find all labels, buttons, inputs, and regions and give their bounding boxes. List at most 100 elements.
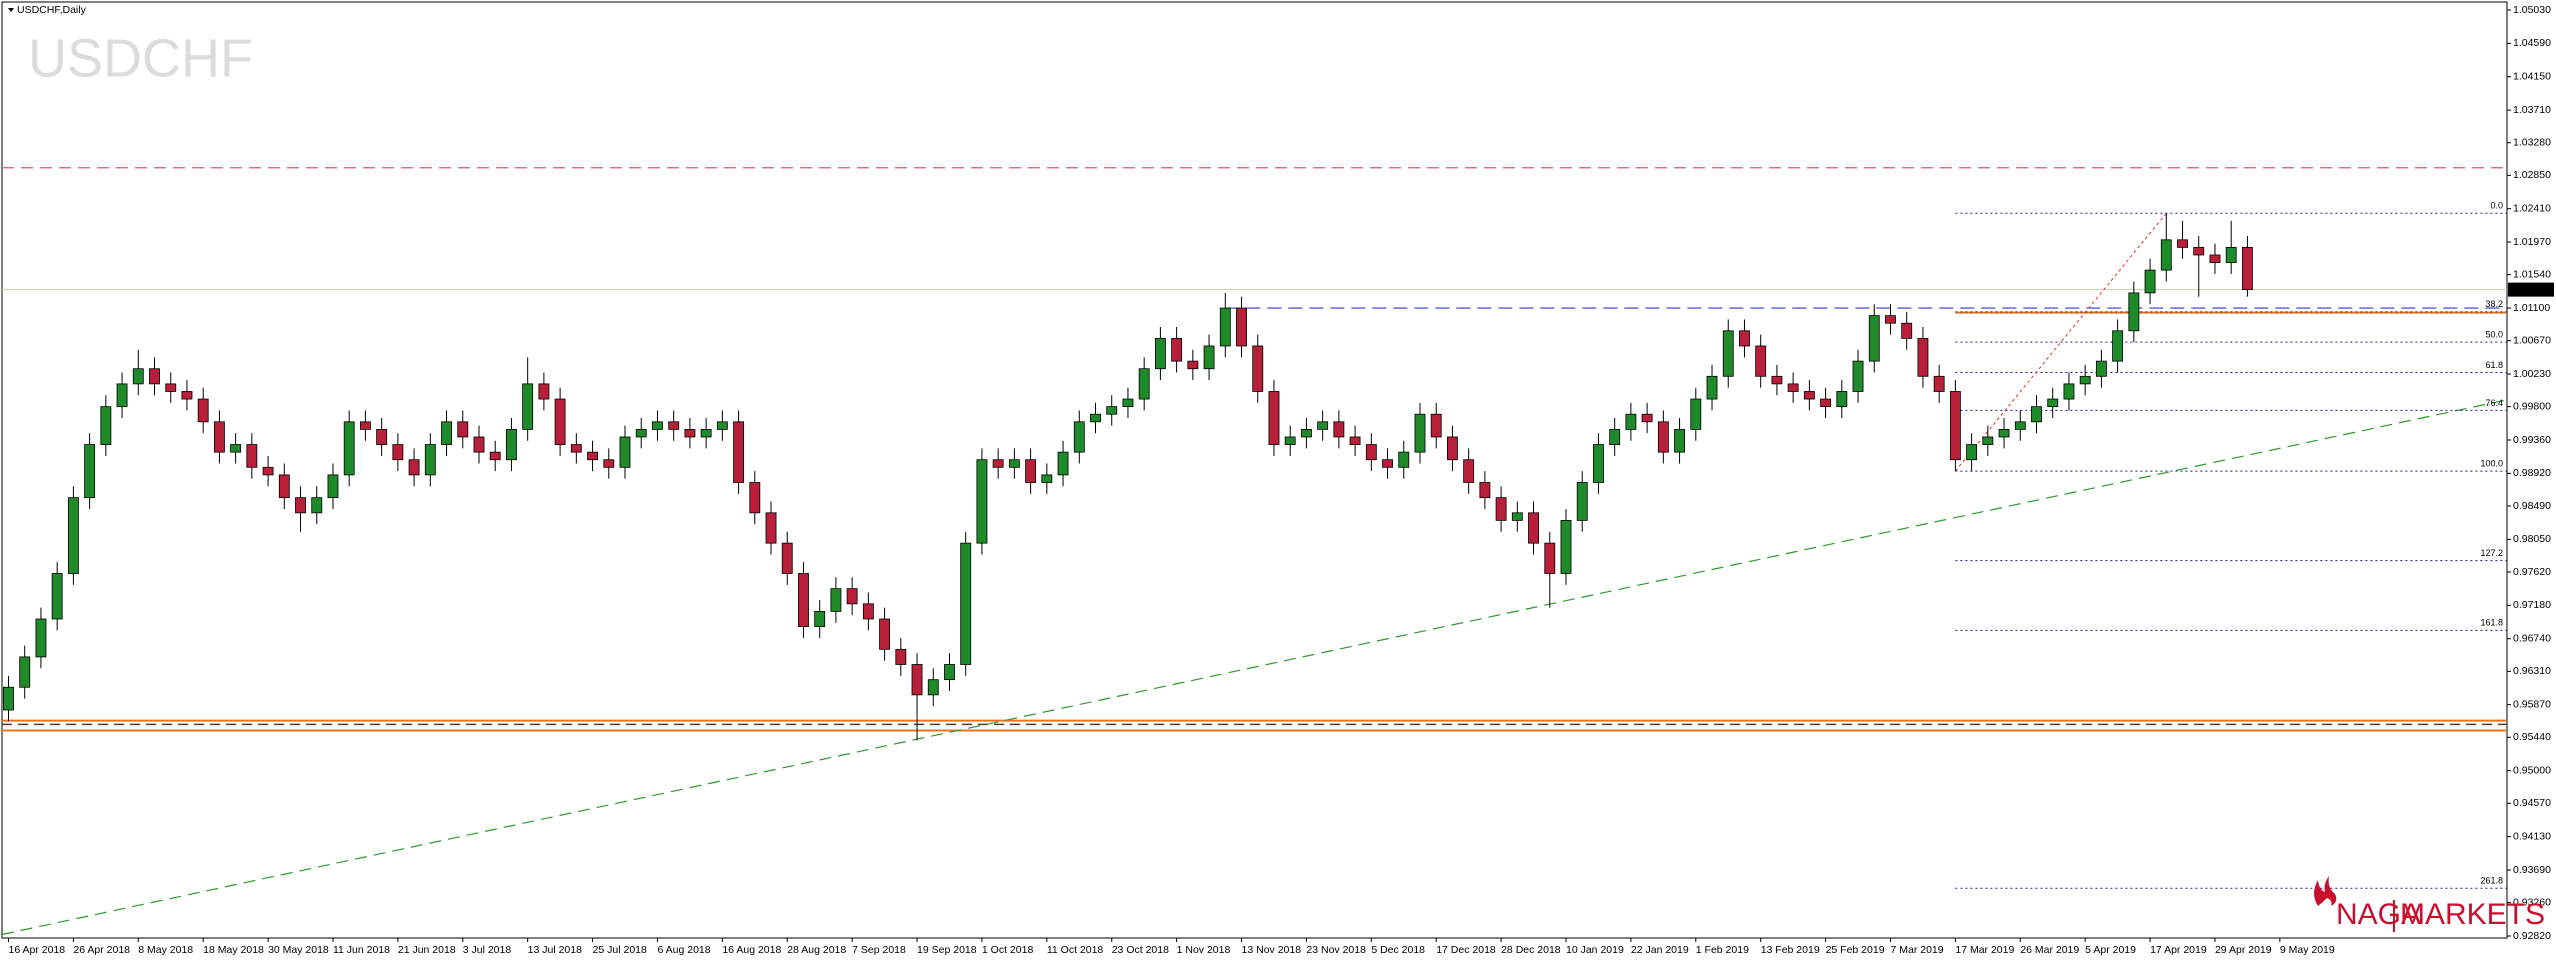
candle-body (1138, 368, 1150, 400)
candle-body (2063, 383, 2075, 400)
candle-body (1852, 360, 1864, 392)
candle-body (473, 436, 485, 453)
candle-body (587, 451, 598, 461)
fib-label: 161.8 (2480, 618, 2503, 628)
y-tick-label: 1.03710 (2513, 104, 2551, 116)
candle-body (1447, 436, 1458, 461)
candle-body (1739, 330, 1750, 347)
candle-body (862, 603, 874, 620)
candle-body (1414, 413, 1426, 453)
fib-label: 0.0 (2490, 201, 2503, 211)
candle-body (927, 679, 939, 696)
candle-body (879, 618, 891, 650)
logo-icon (2314, 876, 2337, 906)
candle-body (960, 542, 972, 665)
candle-body (1187, 360, 1199, 370)
candle-body (1787, 383, 1799, 392)
candle-body (976, 459, 988, 544)
logo-right: MARKETS (2400, 898, 2545, 931)
candle-body (489, 451, 501, 461)
candle-body (230, 444, 242, 453)
candle-body (781, 542, 793, 574)
candle-body (19, 656, 31, 688)
y-tick-label: 1.00230 (2513, 368, 2551, 380)
x-tick-label: 13 Jul 2018 (528, 944, 582, 956)
candle-body (1300, 428, 1312, 438)
candle-body (992, 459, 1004, 468)
candle-body (213, 421, 225, 453)
candle-body (1901, 322, 1913, 339)
candle-body (1625, 413, 1637, 430)
candle-body (1868, 315, 1880, 362)
candle-body (311, 497, 323, 514)
x-tick-label: 11 Jun 2018 (333, 944, 390, 956)
x-tick-label: 11 Oct 2018 (1047, 944, 1104, 956)
x-tick-label: 9 May 2019 (2280, 944, 2335, 956)
x-tick-label: 8 May 2018 (138, 944, 193, 956)
candle-body (84, 444, 96, 499)
candle-body (538, 383, 550, 400)
candle-body (359, 421, 371, 430)
candle-body (1317, 421, 1329, 430)
candle-body (1803, 391, 1815, 400)
fib-label: 261.8 (2480, 876, 2503, 886)
candle-body (1073, 421, 1085, 453)
candle-body (603, 459, 615, 468)
y-tick-label: 0.94130 (2513, 830, 2551, 842)
candle-body (1657, 421, 1669, 453)
fib-label: 38.2 (2485, 299, 2503, 309)
y-tick-label: 0.95440 (2513, 731, 2551, 743)
chart-header: USDCHF,Daily (17, 4, 87, 16)
x-tick-label: 1 Feb 2019 (1696, 944, 1749, 956)
candle-body (1171, 337, 1183, 362)
x-tick-label: 13 Nov 2018 (1242, 944, 1302, 956)
candle-body (376, 428, 388, 445)
candle-body (1641, 413, 1653, 423)
candle-body (327, 474, 339, 499)
candle-body (1365, 444, 1377, 461)
plot-frame (1, 1, 2508, 939)
candle-body (1593, 444, 1604, 483)
logo-left: NAGA (2336, 898, 2421, 931)
candle-body (716, 421, 728, 430)
y-tick-label: 0.99800 (2513, 400, 2551, 412)
fib-label: 50.0 (2485, 330, 2503, 340)
candle-body (1771, 375, 1783, 385)
x-tick-label: 30 May 2018 (268, 944, 329, 956)
candle-body (2225, 246, 2237, 263)
x-tick-label: 17 Apr 2019 (2150, 944, 2207, 956)
x-tick-label: 29 Apr 2019 (2215, 944, 2272, 956)
x-tick-label: 10 Jan 2019 (1566, 944, 1624, 956)
y-tick-label: 0.93260 (2513, 896, 2551, 908)
candle-body (1528, 512, 1539, 544)
x-tick-label: 3 Jul 2018 (463, 944, 512, 956)
candle-body (1430, 413, 1442, 438)
fib-label: 61.8 (2485, 360, 2503, 370)
candle-body (830, 588, 842, 612)
candle-body (246, 444, 258, 468)
y-tick-label: 0.98490 (2513, 500, 2551, 512)
candle-body (506, 428, 517, 461)
candle-body (35, 618, 47, 658)
y-tick-label: 0.95870 (2513, 698, 2551, 710)
candle-body (424, 444, 436, 476)
candle-body (165, 383, 177, 392)
x-tick-label: 7 Mar 2019 (1890, 944, 1943, 956)
candle-body (895, 648, 907, 665)
candle-body (132, 368, 144, 385)
y-tick-label: 1.00670 (2513, 334, 2551, 346)
candle-body (1268, 391, 1280, 445)
candle-body (1949, 391, 1961, 461)
candle-body (1755, 345, 1767, 377)
last-price-label: 1.01343 (2512, 283, 2550, 295)
x-tick-label: 17 Mar 2019 (1955, 944, 2014, 956)
candle-body (1463, 459, 1475, 483)
x-tick-label: 16 Apr 2018 (8, 944, 65, 956)
candle-body (2112, 330, 2124, 362)
candle-body (2128, 292, 2140, 332)
candle-body (911, 664, 923, 696)
candle-body (2047, 398, 2059, 408)
y-tick-label: 1.01540 (2513, 268, 2551, 280)
candle-body (1479, 482, 1491, 499)
